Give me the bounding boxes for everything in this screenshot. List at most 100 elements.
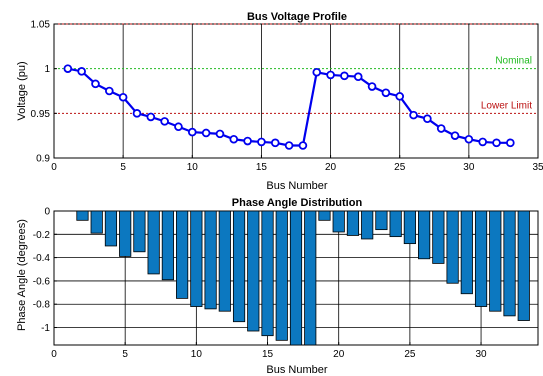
phase-x-tick-label: 0 bbox=[51, 349, 57, 360]
voltage-y-tick-label: 1 bbox=[44, 64, 50, 75]
voltage-point bbox=[353, 72, 363, 82]
phase-bar bbox=[119, 210, 132, 257]
phase-bar bbox=[147, 210, 160, 275]
phase-bar bbox=[446, 210, 459, 284]
voltage-point bbox=[160, 117, 169, 126]
phase-y-tick-label: -0.8 bbox=[33, 300, 51, 311]
phase-bar bbox=[232, 210, 246, 323]
phase-bar bbox=[304, 210, 317, 346]
phase-bar bbox=[474, 210, 488, 307]
voltage-x-tick-label: 15 bbox=[256, 162, 268, 173]
phase-bar bbox=[218, 210, 231, 312]
phase-bar bbox=[76, 210, 89, 221]
voltage-point bbox=[312, 67, 322, 77]
voltage-point bbox=[91, 79, 100, 89]
voltage-series bbox=[63, 64, 515, 150]
phase-x-ticks: 0 5 10 15 20 25 30 bbox=[51, 342, 487, 360]
phase-y-tick-label: -0.2 bbox=[33, 230, 51, 241]
voltage-x-tick-label: 30 bbox=[463, 162, 475, 173]
voltage-point bbox=[395, 92, 405, 101]
voltage-point bbox=[506, 138, 515, 148]
voltage-point bbox=[423, 114, 432, 123]
voltage-chart-title: Bus Voltage Profile bbox=[247, 11, 347, 23]
phase-bar bbox=[161, 210, 174, 281]
voltage-point bbox=[63, 64, 73, 73]
voltage-point bbox=[187, 127, 197, 137]
phase-bar bbox=[247, 210, 260, 332]
phase-x-tick-label: 10 bbox=[191, 349, 203, 360]
phase-bar bbox=[133, 210, 146, 253]
reference-line-label: Lower Limit bbox=[481, 100, 532, 111]
phase-bar bbox=[190, 210, 203, 307]
voltage-point bbox=[215, 129, 225, 139]
phase-bars bbox=[76, 210, 530, 346]
voltage-x-tick-label: 35 bbox=[532, 162, 543, 173]
voltage-x-tick-label: 20 bbox=[325, 162, 337, 173]
phase-bar bbox=[503, 210, 516, 317]
phase-y-tick-label: -1 bbox=[41, 323, 50, 334]
phase-bar bbox=[418, 210, 431, 260]
voltage-point bbox=[229, 134, 239, 144]
voltage-y-tick-label: 1.05 bbox=[31, 20, 51, 31]
phase-x-tick-label: 5 bbox=[122, 349, 128, 360]
voltage-x-axis-label: Bus Number bbox=[266, 180, 327, 192]
phase-bar bbox=[275, 210, 288, 341]
voltage-x-tick-label: 0 bbox=[51, 162, 57, 173]
phase-x-axis-label: Bus Number bbox=[266, 364, 327, 376]
phase-y-ticks: 0 -0.2 -0.4 -0.6 -0.8 -1 bbox=[33, 207, 57, 334]
voltage-point bbox=[478, 137, 487, 147]
phase-y-tick-label: -0.6 bbox=[33, 276, 51, 287]
phase-bar bbox=[176, 210, 189, 299]
phase-bar bbox=[460, 210, 473, 295]
voltage-point bbox=[132, 109, 142, 118]
phase-bar bbox=[204, 210, 217, 310]
phase-bar bbox=[90, 210, 103, 234]
voltage-x-tick-label: 25 bbox=[394, 162, 406, 173]
phase-bar bbox=[318, 210, 331, 221]
voltage-point bbox=[367, 82, 377, 91]
phase-bar bbox=[489, 210, 502, 312]
phase-y-axis-label: Phase Angle (degrees) bbox=[16, 219, 28, 331]
phase-x-tick-label: 20 bbox=[333, 349, 345, 360]
voltage-point bbox=[298, 141, 308, 150]
voltage-y-ticks: 0.9 0.95 1 1.05 bbox=[31, 20, 57, 165]
voltage-y-tick-label: 0.95 bbox=[31, 109, 51, 120]
voltage-profile-chart: 0 5 10 15 20 25 30 35 0.9 0.95 1 1.05 Nominal Lower… bbox=[16, 11, 543, 192]
phase-bar bbox=[261, 210, 274, 337]
phase-x-tick-label: 30 bbox=[475, 349, 487, 360]
voltage-point bbox=[243, 136, 252, 146]
voltage-annotations: Nominal Lower Limit bbox=[481, 56, 532, 112]
voltage-x-ticks: 0 5 10 15 20 25 30 35 bbox=[51, 155, 543, 173]
voltage-point bbox=[77, 67, 86, 76]
voltage-point bbox=[270, 138, 280, 148]
phase-y-tick-label: -0.4 bbox=[33, 253, 51, 264]
voltage-point bbox=[118, 92, 128, 102]
phase-bar bbox=[375, 210, 388, 231]
voltage-x-tick-label: 5 bbox=[120, 162, 126, 173]
voltage-point bbox=[381, 88, 391, 98]
phase-angle-chart: 0 5 10 15 20 25 30 0 -0.2 -0.4 -0.6 -0.8 -1 Phase A… bbox=[16, 197, 539, 376]
voltage-point bbox=[409, 110, 418, 120]
phase-chart-title: Phase Angle Distribution bbox=[232, 197, 363, 209]
voltage-point bbox=[284, 141, 294, 150]
phase-bar bbox=[361, 210, 374, 240]
phase-bar bbox=[432, 210, 445, 264]
voltage-point bbox=[436, 124, 446, 133]
phase-x-tick-label: 15 bbox=[262, 349, 274, 360]
phase-bar bbox=[289, 210, 303, 346]
voltage-x-tick-label: 10 bbox=[187, 162, 199, 173]
voltage-point bbox=[450, 131, 460, 140]
voltage-point bbox=[257, 137, 266, 147]
phase-y-tick-label: 0 bbox=[44, 207, 50, 218]
voltage-y-axis-label: Voltage (pu) bbox=[16, 61, 28, 120]
reference-line-label: Nominal bbox=[495, 56, 532, 67]
voltage-point bbox=[326, 70, 335, 80]
phase-bar bbox=[346, 210, 360, 236]
voltage-point bbox=[105, 86, 114, 96]
voltage-y-tick-label: 0.9 bbox=[36, 154, 50, 165]
phase-bar bbox=[104, 210, 118, 247]
voltage-point bbox=[201, 128, 211, 138]
voltage-point bbox=[340, 71, 349, 81]
voltage-point bbox=[492, 138, 501, 148]
